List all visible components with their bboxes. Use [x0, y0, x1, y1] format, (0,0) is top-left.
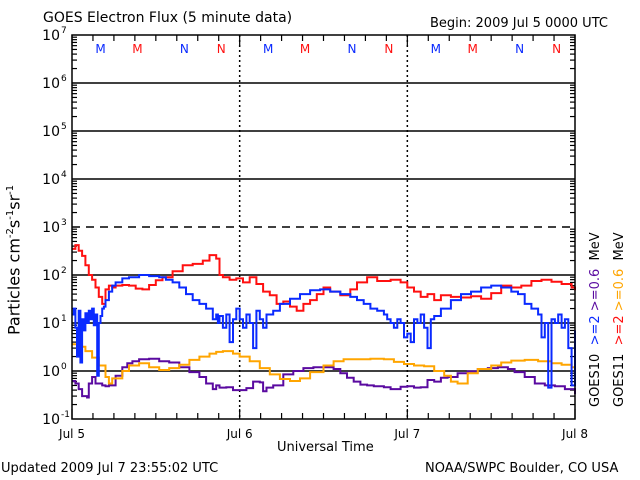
top-marker-m: M — [300, 42, 310, 56]
top-marker-n: N — [515, 42, 524, 56]
y-tick-exponent: 5 — [61, 122, 67, 132]
top-marker-n: N — [384, 42, 393, 56]
top-marker-n: N — [217, 42, 226, 56]
series-goes10-2-mev — [72, 274, 576, 389]
top-marker-m: M — [95, 42, 105, 56]
series-goes11-2-mev — [72, 244, 576, 312]
y-tick-label: 10 — [42, 124, 60, 140]
y-tick-label: 10 — [42, 76, 60, 92]
legend-goes11-2mev: >=2 — [612, 315, 627, 346]
legend-goes10-label: GOES10 — [588, 353, 603, 407]
x-tick-labels: Jul 5 Jul 6 Jul 7 Jul 8 — [58, 427, 588, 441]
updated-timestamp: Updated 2009 Jul 7 23:55:02 UTC — [1, 461, 219, 476]
y-axis-label-base: Particles cm — [4, 238, 24, 335]
y-tick-label: 10 — [42, 220, 60, 236]
x-tick-label: Jul 8 — [561, 427, 588, 441]
y-axis-label-s: s — [4, 219, 24, 229]
y-tick-exponent: 0 — [61, 362, 67, 372]
x-tick-label: Jul 6 — [226, 427, 253, 441]
series-goes11-0-6-mev — [72, 343, 576, 385]
legend-goes11-06mev: >=0.6 — [612, 268, 627, 312]
legend-goes10-2mev: >=2 — [588, 315, 603, 346]
legend-goes11-unit: MeV — [612, 232, 627, 261]
y-axis-label-sr: sr — [4, 194, 24, 210]
y-tick-exponent: 4 — [61, 170, 67, 180]
top-marker-n: N — [552, 42, 561, 56]
x-axis-label: Universal Time — [277, 440, 374, 455]
y-tick-exponent: 6 — [61, 74, 67, 84]
legend-goes11: GOES11 >=2 >=0.6 MeV — [612, 232, 627, 407]
legend-goes11-label: GOES11 — [612, 353, 627, 407]
y-tick-label: 10 — [42, 268, 60, 284]
x-tick-label: Jul 7 — [393, 427, 420, 441]
y-axis-exp-3: -1 — [5, 184, 16, 195]
top-marker-m: M — [431, 42, 441, 56]
top-marker-n: N — [348, 42, 357, 56]
top-marker-m: M — [263, 42, 273, 56]
legend-goes10-06mev: >=0.6 — [588, 268, 603, 312]
y-axis-exp-2: -1 — [5, 209, 16, 220]
y-tick-exponent: 3 — [61, 218, 67, 228]
y-axis-exp-1: -2 — [5, 228, 16, 239]
legend-goes10-unit: MeV — [588, 232, 603, 261]
y-tick-exponent: 2 — [61, 266, 67, 276]
top-marker-m: M — [468, 42, 478, 56]
source-credit: NOAA/SWPC Boulder, CO USA — [425, 461, 619, 476]
y-tick-exponent: 1 — [61, 314, 67, 324]
top-marker-n: N — [180, 42, 189, 56]
data-series — [72, 244, 576, 399]
legend-goes10: GOES10 >=2 >=0.6 MeV — [588, 232, 603, 407]
top-marker-m: M — [132, 42, 142, 56]
plot-frame — [71, 34, 576, 420]
grid-lines — [72, 35, 575, 419]
y-tick-label: 10 — [42, 364, 60, 380]
chart-title: GOES Electron Flux (5 minute data) — [43, 10, 293, 26]
y-axis-label: Particles cm-2s-1sr-1 — [4, 184, 24, 335]
y-tick-label: 10 — [42, 316, 60, 332]
y-tick-exponent: 7 — [61, 26, 67, 36]
y-tick-exponent: -1 — [61, 410, 70, 420]
y-tick-label: 10 — [42, 28, 60, 44]
y-tick-label: 10 — [42, 412, 60, 428]
x-tick-label: Jul 5 — [58, 427, 85, 441]
begin-time: Begin: 2009 Jul 5 0000 UTC — [430, 16, 608, 31]
y-tick-label: 10 — [42, 172, 60, 188]
